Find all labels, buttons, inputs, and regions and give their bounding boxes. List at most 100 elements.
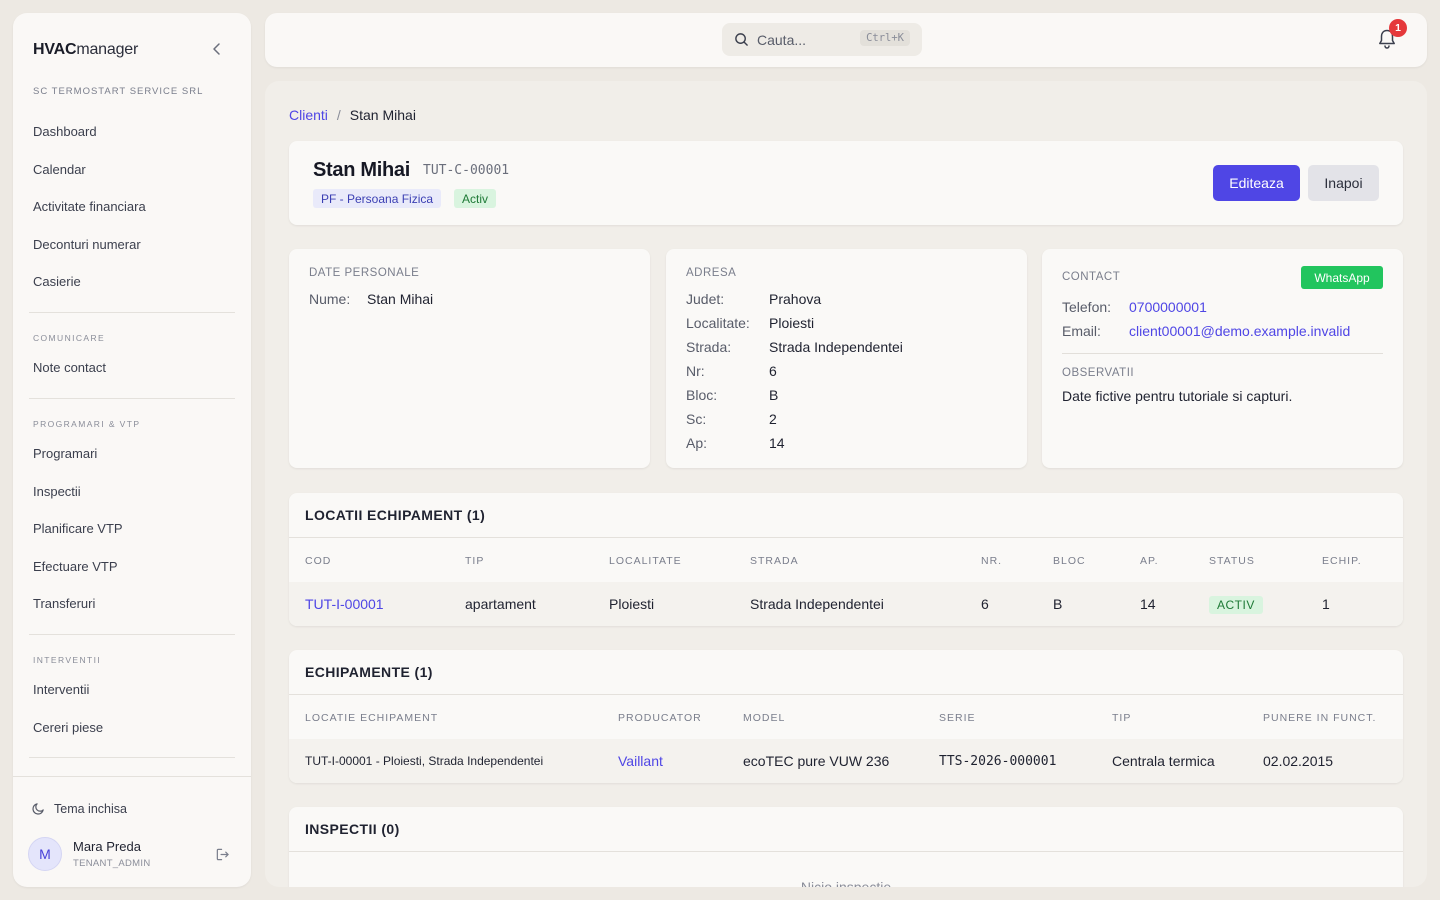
user-role: TENANT_ADMIN	[73, 858, 151, 869]
address-card: ADRESA Judet: Prahova Localitate: Ploiesti…	[666, 249, 1027, 468]
sidebar-item-programari[interactable]: Programari	[33, 446, 98, 461]
sidebar-item-activitate-financiara[interactable]: Activitate financiara	[33, 199, 146, 214]
breadcrumb: Clienti / Stan Mihai	[289, 107, 416, 123]
field-label: Bloc:	[686, 387, 718, 403]
field-value: Prahova	[769, 291, 822, 307]
topbar: Cauta... Ctrl+K 1	[265, 13, 1427, 67]
search-input[interactable]: Cauta... Ctrl+K	[722, 23, 922, 56]
whatsapp-button[interactable]: WhatsApp	[1301, 266, 1383, 289]
table-cell: 14	[1140, 596, 1156, 612]
card-title: ADRESA	[686, 267, 737, 279]
column-header[interactable]: ECHIP.	[1322, 555, 1362, 567]
table-cell: apartament	[465, 596, 536, 612]
personal-data-card: DATE PERSONALE Nume: Stan Mihai	[289, 249, 650, 468]
table-title: LOCATII ECHIPAMENT (1)	[305, 507, 486, 523]
field-sc: Sc: 2	[686, 411, 777, 427]
field-value: Ploiesti	[769, 315, 815, 331]
sidebar-item-cereri-piese[interactable]: Cereri piese	[33, 720, 104, 735]
column-header[interactable]: PUNERE IN FUNCT.	[1263, 712, 1377, 724]
table-cell: 1	[1322, 596, 1330, 612]
table-title: INSPECTII (0)	[305, 821, 400, 837]
logout-icon[interactable]	[215, 847, 230, 862]
sidebar-item-efectuare-vtp[interactable]: Efectuare VTP	[33, 559, 118, 574]
table-row[interactable]: TUT-I-00001 - Ploiesti, Strada Independe…	[289, 739, 1403, 783]
nav-divider	[29, 634, 235, 635]
sidebar-item-interventii[interactable]: Interventii	[33, 682, 90, 697]
column-header[interactable]: TIP	[1112, 712, 1132, 724]
sidebar-item-transferuri[interactable]: Transferuri	[33, 596, 96, 611]
field-value: 2	[769, 411, 777, 427]
table-cell: B	[1053, 596, 1063, 612]
column-header[interactable]: STRADA	[750, 555, 799, 567]
field-label: Localitate:	[686, 315, 750, 331]
column-header[interactable]: LOCATIE ECHIPAMENT	[305, 712, 439, 724]
manufacturer-link[interactable]: Vaillant	[618, 753, 663, 769]
empty-state: Nicio inspectie	[800, 879, 892, 887]
field-ap: Ap: 14	[686, 435, 785, 451]
sidebar-item-calendar[interactable]: Calendar	[33, 162, 86, 177]
divider	[1062, 353, 1383, 354]
chevron-left-icon[interactable]	[209, 41, 225, 57]
card-title: DATE PERSONALE	[309, 267, 420, 279]
column-header[interactable]: COD	[305, 555, 332, 567]
field-label: Nr:	[686, 363, 705, 379]
column-header[interactable]: SERIE	[939, 712, 976, 724]
divider	[289, 851, 1403, 852]
table-cell: Strada Independentei	[750, 596, 884, 612]
column-header[interactable]: TIP	[465, 555, 485, 567]
breadcrumb-link-clienti[interactable]: Clienti	[289, 107, 328, 123]
field-value: 14	[769, 435, 785, 451]
location-code-link[interactable]: TUT-I-00001	[305, 596, 384, 612]
field-value: Strada Independentei	[769, 339, 903, 355]
field-label: Nume:	[309, 291, 351, 307]
field-value: 6	[769, 363, 777, 379]
nav-section-programari: PROGRAMARI & VTP	[33, 419, 141, 429]
user-name: Mara Preda	[73, 839, 141, 854]
locations-table: LOCATII ECHIPAMENT (1) COD TIP LOCALITAT…	[289, 493, 1403, 626]
back-button[interactable]: Inapoi	[1308, 165, 1379, 201]
theme-toggle-label: Tema inchisa	[54, 801, 127, 816]
divider	[289, 537, 1403, 538]
sidebar-item-casierie[interactable]: Casierie	[33, 274, 81, 289]
table-cell: TUT-I-00001 - Ploiesti, Strada Independe…	[305, 754, 544, 768]
column-header[interactable]: LOCALITATE	[609, 555, 682, 567]
theme-toggle[interactable]: Tema inchisa	[31, 801, 127, 816]
column-header[interactable]: MODEL	[743, 712, 786, 724]
sidebar-item-planificare-vtp[interactable]: Planificare VTP	[33, 521, 123, 536]
sidebar-item-dashboard[interactable]: Dashboard	[33, 124, 97, 139]
field-label: Sc:	[686, 411, 707, 427]
nav-section-interventii: INTERVENTII	[33, 655, 102, 665]
client-code: TUT-C-00001	[423, 163, 510, 178]
search-placeholder: Cauta...	[757, 31, 807, 48]
app-logo[interactable]: HVACmanager	[33, 41, 139, 58]
client-type-badge: PF - Persoana Fizica	[313, 189, 442, 208]
column-header[interactable]: AP.	[1140, 555, 1159, 567]
field-telefon: Telefon: 0700000001	[1062, 299, 1207, 315]
avatar[interactable]: M	[28, 837, 62, 871]
search-shortcut: Ctrl+K	[860, 30, 910, 46]
sidebar-item-inspectii[interactable]: Inspectii	[33, 484, 81, 499]
main-content: Clienti / Stan Mihai Stan Mihai TUT-C-00…	[265, 81, 1427, 887]
table-row[interactable]: TUT-I-00001 apartament Ploiesti Strada I…	[289, 582, 1403, 626]
page-title: Stan Mihai	[313, 159, 411, 181]
sidebar: HVACmanager SC TERMOSTART SERVICE SRL Da…	[13, 13, 251, 887]
breadcrumb-separator: /	[336, 107, 341, 123]
field-strada: Strada: Strada Independentei	[686, 339, 903, 355]
moon-icon	[32, 803, 44, 815]
column-header[interactable]: NR.	[981, 555, 1003, 567]
phone-link[interactable]: 0700000001	[1129, 299, 1207, 315]
field-value: Stan Mihai	[367, 291, 434, 307]
sidebar-item-note-contact[interactable]: Note contact	[33, 360, 106, 375]
table-cell: Ploiesti	[609, 596, 655, 612]
sidebar-item-deconturi-numerar[interactable]: Deconturi numerar	[33, 237, 141, 252]
search-icon	[735, 33, 748, 46]
column-header[interactable]: BLOC	[1053, 555, 1086, 567]
field-label: Telefon:	[1062, 299, 1112, 315]
breadcrumb-current: Stan Mihai	[349, 107, 416, 123]
observations-title: OBSERVATII	[1062, 367, 1135, 379]
edit-button[interactable]: Editeaza	[1213, 165, 1300, 201]
email-link[interactable]: client00001@demo.example.invalid	[1129, 323, 1351, 339]
column-header[interactable]: PRODUCATOR	[618, 712, 702, 724]
column-header[interactable]: STATUS	[1209, 555, 1255, 567]
status-badge: ACTIV	[1209, 596, 1263, 614]
